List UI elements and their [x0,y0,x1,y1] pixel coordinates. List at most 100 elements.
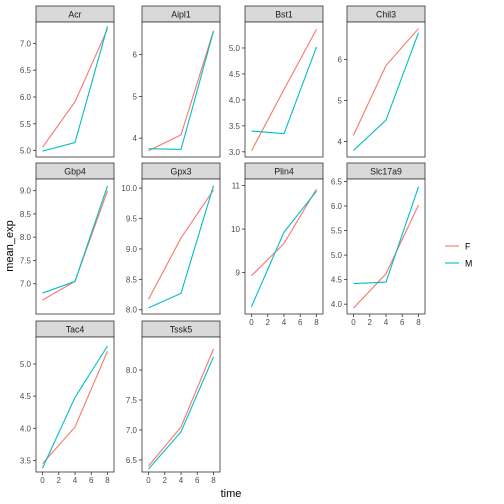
x-tick-label: 2 [57,476,62,485]
x-tick-label: 0 [249,318,254,327]
y-tick-label: 4.5 [229,70,241,79]
y-tick-label: 8.5 [126,275,138,284]
series-line-m [42,185,109,294]
series-line-m [250,190,317,307]
series-line-m [42,345,108,469]
y-tick-label: 5.0 [229,44,241,53]
y-tick-label: 4.0 [229,96,241,105]
y-tick-label: 9.0 [126,245,138,254]
y-tick-label: 10.0 [121,184,137,193]
x-tick-label: 6 [89,476,94,485]
series-line-f [148,348,215,467]
series-line-f [251,188,317,277]
facet-panel-tac4: Tac4 3.5 4.0 4.5 5.0 0 2 4 6 8 [20,320,115,485]
facet-panels: Acr 5.0 5.5 6.0 6.5 7.0 Aipl1 4 5 6 Bst1 3.0 3.5 4.0 4… [20,5,426,485]
series-line-f [148,30,215,152]
facet-strip-label: Gpx3 [170,167,191,177]
facet-panel-acr: Acr 5.0 5.5 6.0 6.5 7.0 [20,5,115,158]
y-tick-label: 11 [232,182,241,191]
legend-item-f: F [445,242,471,252]
y-tick-label: 4 [338,137,343,146]
y-tick-label: 5.5 [20,120,32,129]
y-tick-label: 6.5 [20,66,32,75]
series-line-f [148,189,214,300]
y-tick-label: 6 [133,51,138,60]
x-tick-label: 2 [368,318,373,327]
facet-strip-label: Gbp4 [64,167,86,177]
x-tick-label: 4 [282,318,287,327]
facet-strip-label: Bst1 [275,10,293,20]
facet-panel-gpx3: Gpx3 8.0 8.5 9.0 9.5 10.0 [121,162,221,315]
facet-panel-plin4: Plin4 9 10 11 0 2 4 6 8 [231,162,324,327]
x-tick-label: 6 [298,318,303,327]
facet-strip-label: Acr [68,10,81,20]
y-tick-label: 9 [236,269,241,278]
series-line-f [353,204,419,309]
y-tick-label: 7.5 [20,256,32,265]
legend-item-m: M [445,259,472,269]
y-tick-label: 8.5 [20,210,32,219]
y-tick-label: 8.0 [126,306,138,315]
panel-border [346,178,426,315]
legend-label: M [465,259,472,269]
x-axis-title: time [221,488,242,500]
y-tick-label: 5 [338,96,343,105]
x-tick-label: 8 [416,318,421,327]
series-line-m [353,32,420,151]
facet-panel-slc17a9: Slc17a9 4.0 4.5 5.0 5.5 6.0 6.5 0 2 4 6 8 [331,162,426,327]
legend: FM [445,242,472,269]
y-tick-label: 6.0 [331,202,343,211]
facet-panel-tssk5: Tssk5 6.5 7.0 7.5 8.0 0 2 4 6 8 [126,320,221,485]
legend-label: F [465,242,471,252]
y-tick-label: 4.5 [20,392,32,401]
facet-strip-label: Chil3 [376,10,396,20]
x-tick-label: 4 [384,318,389,327]
y-tick-label: 7.0 [20,280,32,289]
series-line-f [42,350,109,465]
facet-panel-bst1: Bst1 3.0 3.5 4.0 4.5 5.0 [229,5,324,158]
x-tick-label: 8 [314,318,319,327]
x-tick-label: 8 [211,476,216,485]
panel-border [346,21,426,158]
y-tick-label: 7.0 [20,39,32,48]
series-line-f [251,29,317,152]
y-tick-label: 5 [133,92,138,101]
series-line-m [42,26,109,152]
series-line-f [42,28,109,148]
facet-strip-label: Tssk5 [170,325,193,335]
y-tick-label: 5.0 [20,360,32,369]
y-tick-label: 9.0 [20,187,32,196]
panel-border [35,21,115,158]
panel-border [141,336,221,473]
panel-border [141,21,221,158]
facet-strip-label: Aipl1 [171,10,191,20]
facet-strip-label: Tac4 [66,325,85,335]
series-line-m [148,356,215,470]
y-axis-title: mean_exp [4,220,16,271]
y-tick-label: 8.0 [20,233,32,242]
y-tick-label: 6.5 [126,456,138,465]
y-tick-label: 5.5 [331,227,343,236]
facet-panel-chil3: Chil3 4 5 6 [338,5,426,158]
facet-strip-label: Slc17a9 [370,167,402,177]
y-tick-label: 3.5 [229,122,241,131]
panel-border [35,178,115,315]
y-tick-label: 10 [231,225,240,234]
y-tick-label: 8.0 [126,366,138,375]
series-line-f [353,28,419,136]
y-tick-label: 7.5 [126,396,138,405]
x-tick-label: 8 [105,476,110,485]
facet-panel-aipl1: Aipl1 4 5 6 [133,5,221,158]
facet-strip-label: Plin4 [274,167,294,177]
x-tick-label: 4 [179,476,184,485]
y-tick-label: 7.0 [126,426,138,435]
x-tick-label: 6 [195,476,200,485]
x-tick-label: 0 [40,476,45,485]
y-tick-label: 6.0 [20,93,32,102]
series-line-m [148,31,215,151]
x-tick-label: 0 [351,318,356,327]
series-line-m [353,186,420,285]
y-tick-label: 5.0 [20,147,32,156]
y-tick-label: 6.5 [331,177,343,186]
